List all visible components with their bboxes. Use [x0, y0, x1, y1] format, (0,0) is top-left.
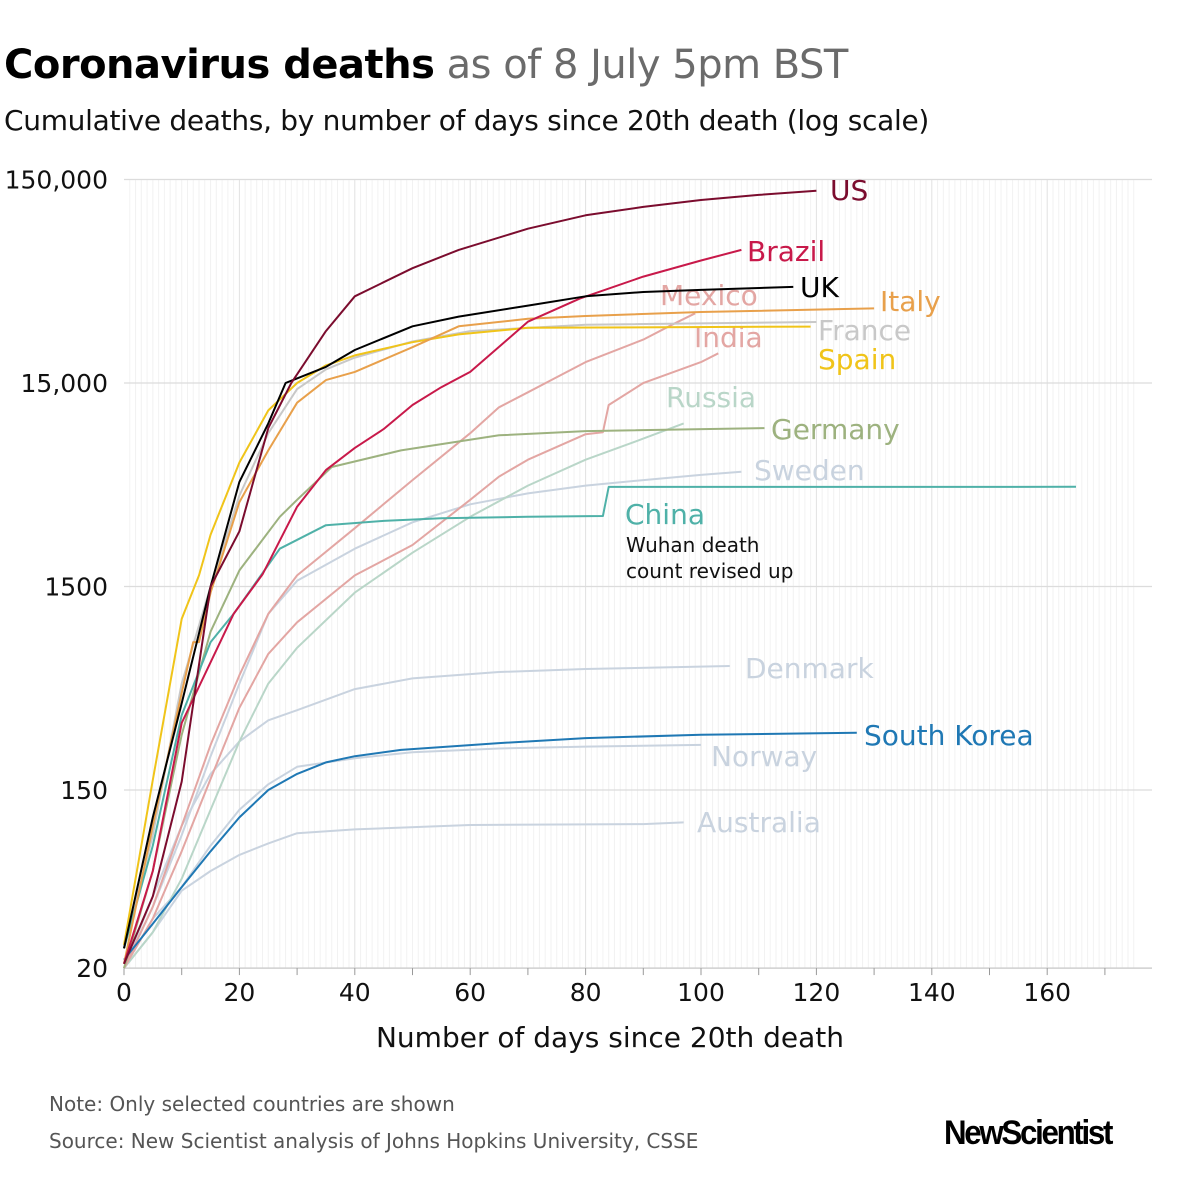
chart-subtitle: Cumulative deaths, by number of days sin… [4, 104, 930, 137]
series-label-norway: Norway [711, 740, 817, 773]
chart-title: Coronavirus deaths as of 8 July 5pm BST [4, 42, 848, 88]
series-label-mexico: Mexico [660, 279, 758, 312]
series-label-south-korea: South Korea [864, 719, 1034, 752]
x-tick-label: 120 [793, 978, 841, 1007]
series-label-brazil: Brazil [747, 235, 825, 268]
x-tick-label: 80 [570, 978, 602, 1007]
y-tick-label: 150,000 [5, 166, 108, 195]
series-label-russia: Russia [666, 381, 756, 414]
series-line-india [123, 352, 719, 969]
series-line-sweden [123, 470, 742, 969]
series-label-france: France [818, 314, 911, 347]
x-axis-title: Number of days since 20th death [376, 1021, 844, 1054]
series-label-denmark: Denmark [745, 652, 874, 685]
x-tick-label: 60 [454, 978, 486, 1007]
new-scientist-logo: NewScientist [944, 1114, 1113, 1152]
y-tick-label: 20 [76, 954, 108, 983]
series-label-sweden: Sweden [754, 454, 865, 487]
series-label-italy: Italy [880, 285, 941, 318]
series-line-us [123, 189, 817, 965]
series-line-spain [123, 325, 811, 946]
series-line-uk [123, 285, 794, 949]
x-tick-label: 100 [677, 978, 725, 1007]
series-line-italy [123, 307, 875, 965]
y-tick-label: 15,000 [21, 369, 108, 398]
series-line-denmark [123, 665, 730, 969]
x-tick-label: 40 [339, 978, 371, 1007]
series-line-germany [123, 427, 765, 969]
series-label-germany: Germany [771, 413, 900, 446]
series-line-france [123, 321, 817, 949]
footer-source: Source: New Scientist analysis of Johns … [49, 1129, 699, 1153]
title-date: as of 8 July 5pm BST [446, 42, 849, 88]
y-tick-label: 1500 [44, 573, 108, 602]
annotation-china-line: Wuhan death [626, 533, 759, 557]
series-label-us: US [830, 174, 868, 207]
footer-note: Note: Only selected countries are shown [49, 1092, 455, 1116]
series-line-china [123, 485, 1077, 949]
series-line-australia [123, 821, 684, 969]
series-line-mexico [123, 312, 696, 969]
series-label-australia: Australia [697, 806, 821, 839]
x-tick-label: 20 [223, 978, 255, 1007]
title-bold: Coronavirus deaths [4, 42, 435, 88]
series-label-china: China [625, 498, 705, 531]
x-tick-label: 0 [116, 978, 132, 1007]
x-tick-label: 140 [908, 978, 956, 1007]
y-tick-label: 150 [60, 776, 108, 805]
x-tick-label: 160 [1023, 978, 1071, 1007]
series-line-brazil [123, 248, 742, 965]
series-label-uk: UK [800, 271, 839, 304]
annotation-china-line: count revised up [626, 559, 793, 583]
series-line-russia [123, 422, 685, 969]
series-line-south-korea [123, 731, 857, 961]
series-label-spain: Spain [818, 343, 896, 376]
